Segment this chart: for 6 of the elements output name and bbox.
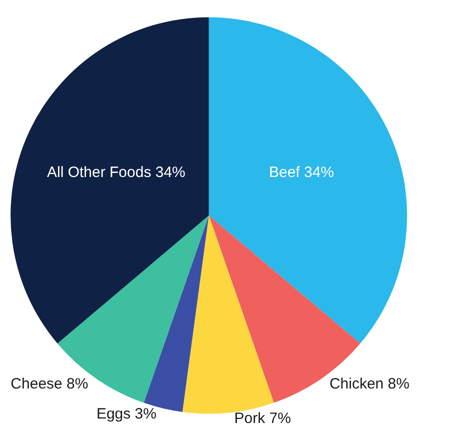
slice-label: Pork 7% xyxy=(234,410,291,428)
slice-label: Beef 34% xyxy=(268,164,334,182)
slice-label: Chicken 8% xyxy=(329,375,410,392)
slice-label: Eggs 3% xyxy=(96,406,156,423)
slice-label: All Other Foods 34% xyxy=(46,164,186,182)
slice-label: Cheese 8% xyxy=(10,375,88,392)
